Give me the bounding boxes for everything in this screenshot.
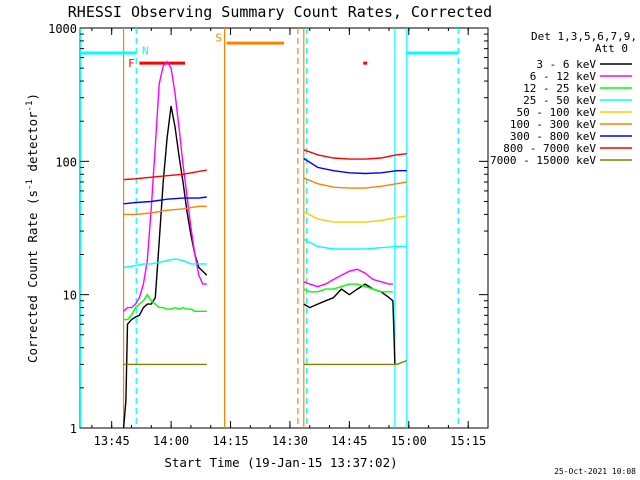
series-line [303,359,408,366]
legend-entry-label: 25 - 50 keV [523,94,596,107]
legend-entry-label: 50 - 100 keV [517,106,597,119]
x-tick-label: 15:15 [450,434,486,448]
flag-annotation: S [215,31,222,44]
x-tick-label: 13:45 [94,434,130,448]
x-tick-label: 14:15 [212,434,248,448]
series-line [303,238,407,250]
x-tick-label: 14:00 [153,434,189,448]
legend-entry-label: 100 - 300 keV [510,118,596,131]
legend-header-line-1: Det 1,3,5,6,7,9, [531,30,637,43]
series-line [123,60,207,312]
x-axis-label: Start Time (19-Jan-15 13:37:02) [164,455,397,470]
plot-area: FN S 13:45 14:00 14:15 14:30 14:45 15:00 15:15 1 1… [48,22,489,448]
series-line [123,169,207,181]
series-line [303,149,407,160]
series-line [303,210,407,223]
y-tick-label: 1 [70,422,77,436]
series-line [122,105,208,429]
legend-entry-label: 6 - 12 keV [530,70,597,83]
series-line [303,157,407,175]
series-line [303,177,407,189]
y-axis-label: Corrected Count Rate (s-1 detector-1) [25,93,40,363]
series-line [123,258,207,269]
x-tick-label: 14:30 [272,434,308,448]
legend-entry-label: 12 - 25 keV [523,82,596,95]
series-line [303,283,393,293]
y-tick-label: 100 [55,155,77,169]
series-line [123,293,207,321]
series-line [303,268,393,288]
timestamp: 25-Oct-2021 10:08 [554,467,636,476]
flag-annotation: F [128,57,135,70]
y-tick-label: 1000 [48,22,77,36]
series-line [123,196,207,205]
series-line [303,283,396,365]
flag-annotation: N [142,44,149,57]
legend-entry-label: 7000 - 15000 keV [490,154,596,167]
x-tick-label: 15:00 [391,434,427,448]
legend-entry-label: 300 - 800 keV [510,130,596,143]
plot-frame [79,27,489,429]
y-tick-label: 10 [63,289,77,303]
legend-header-line-2: Att 0 [595,42,628,55]
x-tick-label: 14:45 [331,434,367,448]
legend-entry-label: 3 - 6 keV [536,58,596,71]
legend-entry-label: 800 - 7000 keV [503,142,596,155]
chart-title: RHESSI Observing Summary Count Rates, Co… [68,3,492,21]
series-line [123,205,207,216]
